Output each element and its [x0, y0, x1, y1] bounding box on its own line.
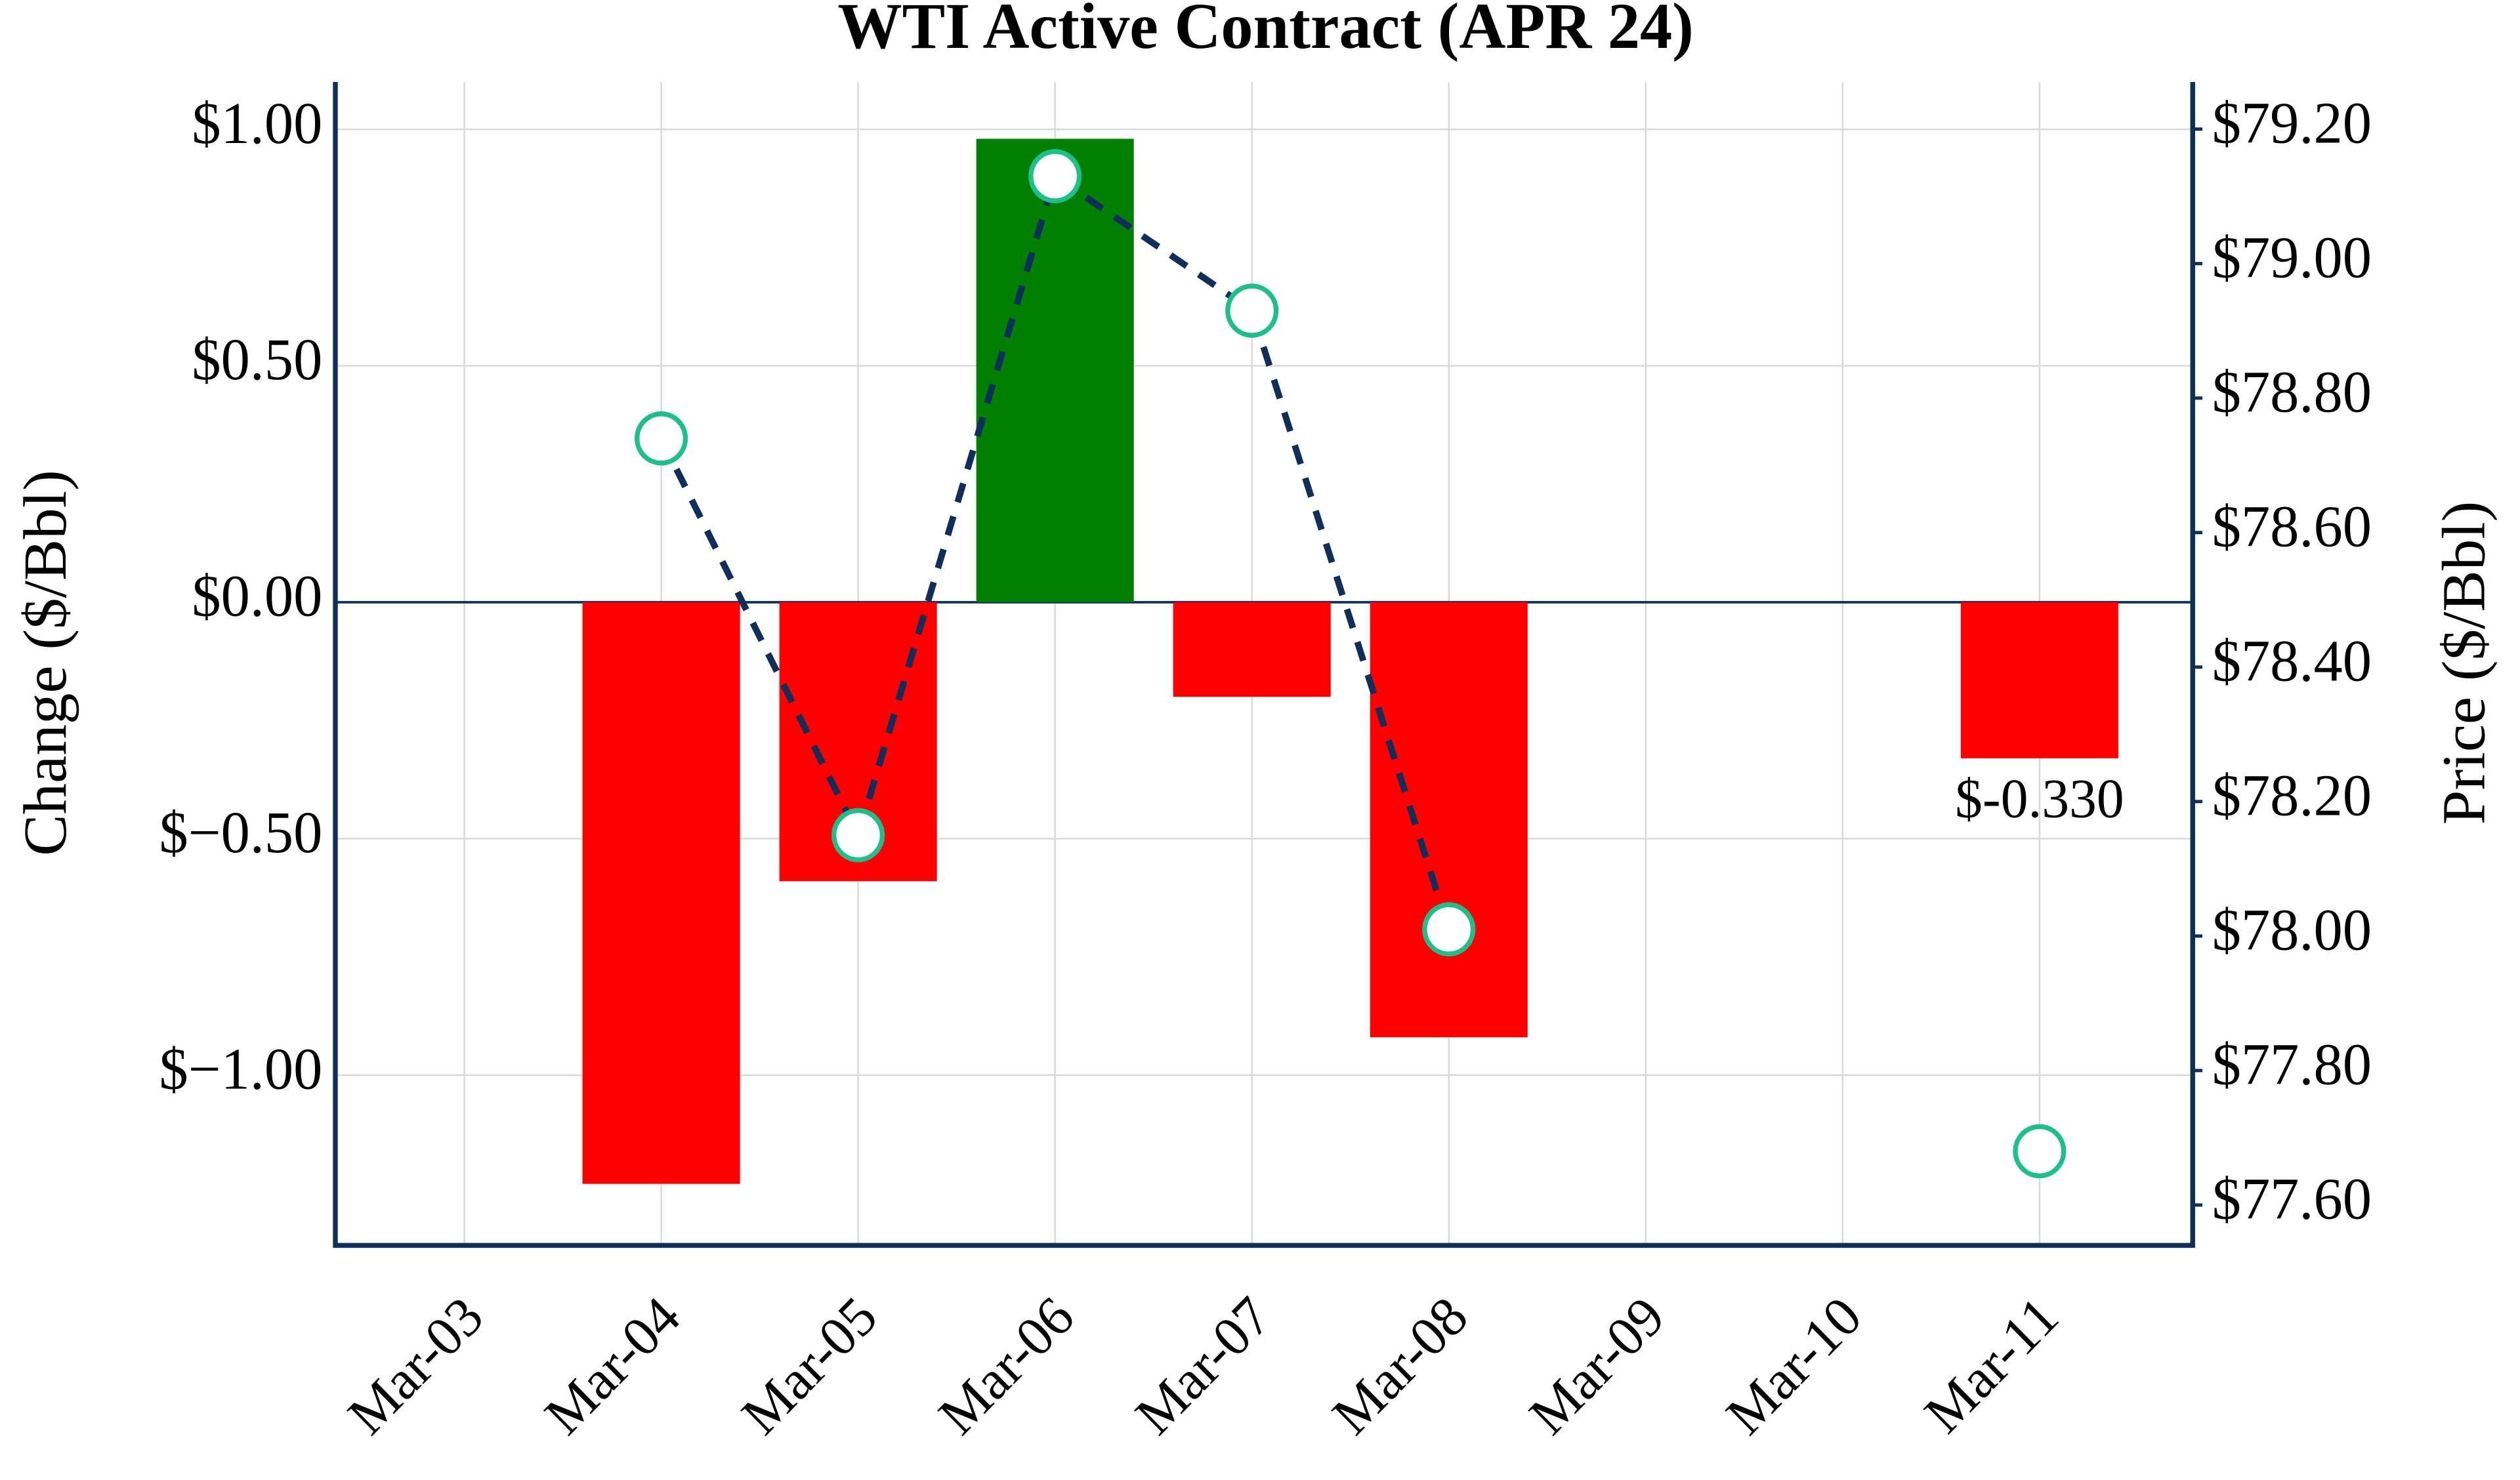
y2-axis-label: Price ($/Bbl) [2430, 501, 2498, 825]
y-tick-label: $0.50 [192, 327, 322, 393]
y-tick-label: $−1.00 [159, 1037, 323, 1102]
x-tick-label: Mar-09 [1518, 1285, 1676, 1446]
x-tick-label: Mar-03 [337, 1285, 495, 1446]
price-marker [1225, 283, 1279, 338]
y2-tick-label: $78.80 [2212, 360, 2372, 425]
y2-tick-label: $78.40 [2212, 628, 2372, 694]
bar [1370, 602, 1528, 1038]
y2-tick-label: $79.20 [2212, 91, 2372, 156]
x-tick-label: Mar-06 [927, 1285, 1085, 1446]
axes [333, 82, 2195, 1248]
chart-title: WTI Active Contract (APR 24) [837, 0, 1693, 62]
bar [976, 138, 1134, 602]
bar [1173, 602, 1331, 697]
price-marker [635, 411, 688, 466]
y2-tick-label: $78.60 [2212, 494, 2372, 560]
x-tick-label: Mar-10 [1715, 1285, 1873, 1446]
x-tick-label: Mar-08 [1321, 1285, 1479, 1446]
y-axis-label: Change ($/Bbl) [12, 470, 79, 856]
y2-tick-label: $78.20 [2212, 763, 2372, 829]
price-marker [831, 808, 885, 863]
bar [582, 602, 740, 1184]
y2-tick-label: $78.00 [2212, 897, 2372, 963]
price-marker [2013, 1124, 2067, 1179]
y-tick-label: $0.00 [192, 564, 322, 629]
data-label: $-0.330 [1955, 768, 2124, 830]
x-tick-label: Mar-05 [730, 1285, 889, 1446]
y2-tick-label: $77.60 [2212, 1166, 2372, 1232]
price-marker [1422, 902, 1476, 956]
x-tick-label: Mar-04 [534, 1285, 692, 1446]
y-tick-label: $1.00 [192, 91, 322, 156]
price-marker [1028, 149, 1082, 203]
y2-tick-label: $77.80 [2212, 1032, 2372, 1098]
y-tick-label: $−0.50 [159, 800, 323, 865]
bar [1960, 602, 2118, 758]
x-tick-label: Mar-11 [1914, 1285, 2070, 1445]
x-tick-label: Mar-07 [1124, 1285, 1282, 1446]
y2-tick-label: $79.00 [2212, 225, 2372, 291]
